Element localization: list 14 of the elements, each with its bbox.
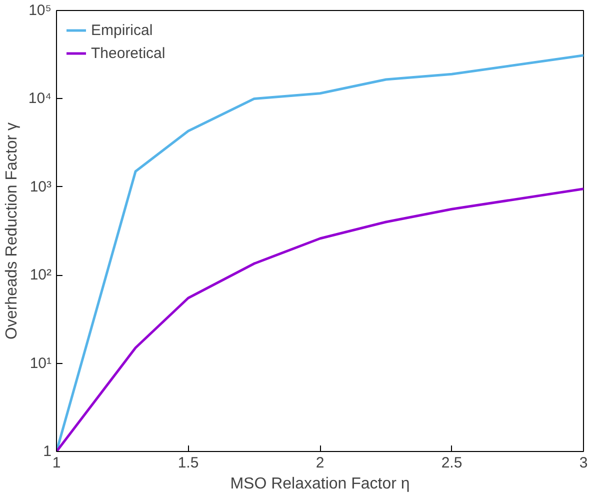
y-axis-title: Overheads Reduction Factor γ — [3, 122, 20, 340]
x-tick-label: 1.5 — [178, 454, 199, 472]
legend-label: Empirical — [91, 22, 153, 38]
y-tick-label: 10⁵ — [28, 2, 52, 19]
x-tick-label: 2 — [316, 454, 324, 472]
y-tick-label: 10³ — [30, 178, 52, 196]
y-tick-label: 1 — [43, 443, 52, 460]
y-tick-label: 10² — [30, 266, 52, 284]
y-tick-label: 10¹ — [30, 354, 52, 372]
x-tick-label: 3 — [579, 454, 588, 472]
legend-label: Theoretical — [91, 44, 166, 62]
x-tick-label: 2.5 — [441, 454, 462, 472]
x-axis-title: MSO Relaxation Factor η — [230, 476, 410, 492]
y-tick-label: 10⁴ — [28, 90, 52, 108]
